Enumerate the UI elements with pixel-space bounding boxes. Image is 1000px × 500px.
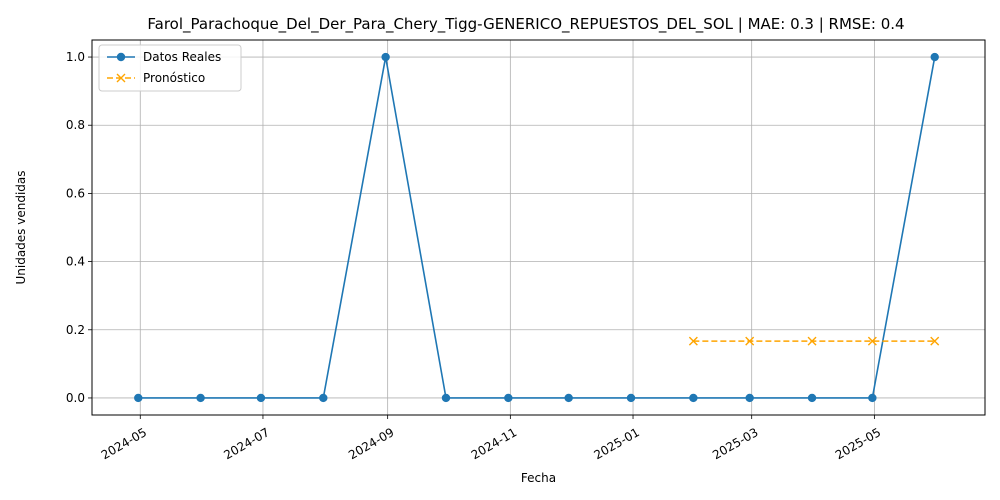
legend-label: Datos Reales bbox=[143, 50, 221, 64]
x-tick-label: 2024-07 bbox=[221, 425, 271, 462]
series-layer bbox=[134, 52, 940, 403]
data-point bbox=[867, 336, 877, 346]
data-point bbox=[381, 52, 390, 62]
ticks: 2024-05 2024-07 2024-09 2024-11 2025-01 2025-… bbox=[66, 50, 883, 462]
data-point bbox=[868, 393, 877, 403]
y-tick-label: 0.8 bbox=[66, 118, 85, 132]
data-point bbox=[930, 52, 939, 62]
data-point bbox=[745, 393, 754, 403]
data-point bbox=[134, 393, 143, 403]
data-point bbox=[688, 336, 698, 346]
plot-frame bbox=[91, 39, 986, 416]
y-tick-label: 0.6 bbox=[66, 186, 85, 200]
legend: Datos Reales Pronóstico bbox=[98, 44, 242, 92]
data-point bbox=[504, 393, 513, 403]
x-tick-label: 2025-05 bbox=[833, 425, 883, 462]
x-axis-label: Fecha bbox=[521, 471, 556, 485]
data-point bbox=[564, 393, 573, 403]
data-point bbox=[256, 393, 266, 403]
data-point bbox=[626, 393, 636, 403]
x-tick-label: 2024-11 bbox=[469, 425, 519, 462]
legend-marker bbox=[116, 73, 126, 83]
x-tick-label: 2024-09 bbox=[346, 425, 396, 462]
y-tick-label: 0.4 bbox=[66, 255, 85, 269]
y-tick-label: 0.0 bbox=[66, 391, 85, 405]
y-tick-label: 1.0 bbox=[66, 50, 85, 64]
data-point bbox=[689, 393, 698, 403]
legend-marker bbox=[116, 52, 126, 62]
x-tick-label: 2025-03 bbox=[710, 425, 760, 462]
y-axis-label: Unidades vendidas bbox=[14, 170, 28, 284]
data-point bbox=[441, 393, 451, 403]
series-line bbox=[138, 56, 936, 399]
data-point bbox=[745, 336, 755, 346]
data-point bbox=[930, 336, 940, 346]
data-point bbox=[807, 393, 817, 403]
x-tick-label: 2025-01 bbox=[592, 425, 642, 462]
y-tick-label: 0.2 bbox=[66, 323, 85, 337]
grid bbox=[92, 40, 985, 415]
legend-label: Pronóstico bbox=[143, 71, 205, 85]
data-point bbox=[319, 393, 328, 403]
data-point bbox=[196, 393, 205, 403]
x-tick-label: 2024-05 bbox=[99, 425, 149, 462]
data-point bbox=[807, 336, 817, 346]
chart-title: Farol_Parachoque_Del_Der_Para_Chery_Tigg… bbox=[147, 15, 904, 34]
